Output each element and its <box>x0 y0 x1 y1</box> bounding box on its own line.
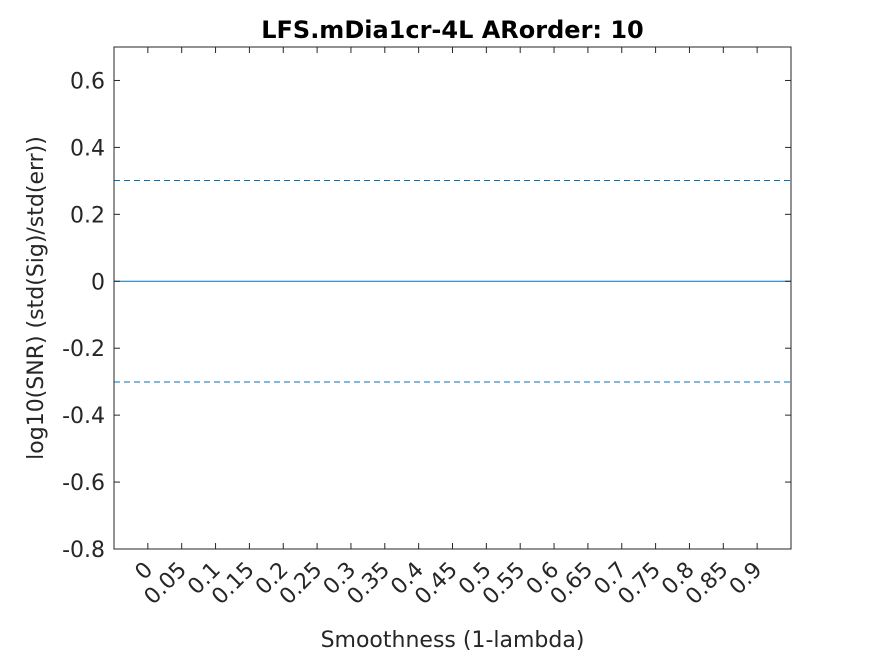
y-tick-label: 0 <box>91 270 105 295</box>
y-tick-label: 0.2 <box>70 203 105 228</box>
y-tick-label: -0.6 <box>62 471 105 496</box>
y-tick-label: 0.4 <box>70 136 105 161</box>
y-axis-ticks: 0.6 0.4 0.2 0 -0.2 -0.4 -0.6 -0.8 <box>62 69 791 563</box>
y-tick-label: -0.2 <box>62 337 105 362</box>
series-lines <box>114 180 791 383</box>
chart-title: LFS.mDia1cr-4L ARorder: 10 <box>261 16 644 44</box>
y-tick-label: 0.6 <box>70 69 105 94</box>
y-axis-label: log10(SNR) (std(Sig)/std(err)) <box>24 136 49 460</box>
x-tick-label: 0.9 <box>725 558 767 600</box>
y-tick-label: -0.4 <box>62 404 105 429</box>
x-axis-ticks: 00.050.10.150.20.250.30.350.40.450.50.55… <box>131 47 767 610</box>
y-tick-label: -0.8 <box>62 538 105 563</box>
x-axis-label: Smoothness (1-lambda) <box>321 628 585 653</box>
plot-area-frame <box>113 46 792 550</box>
